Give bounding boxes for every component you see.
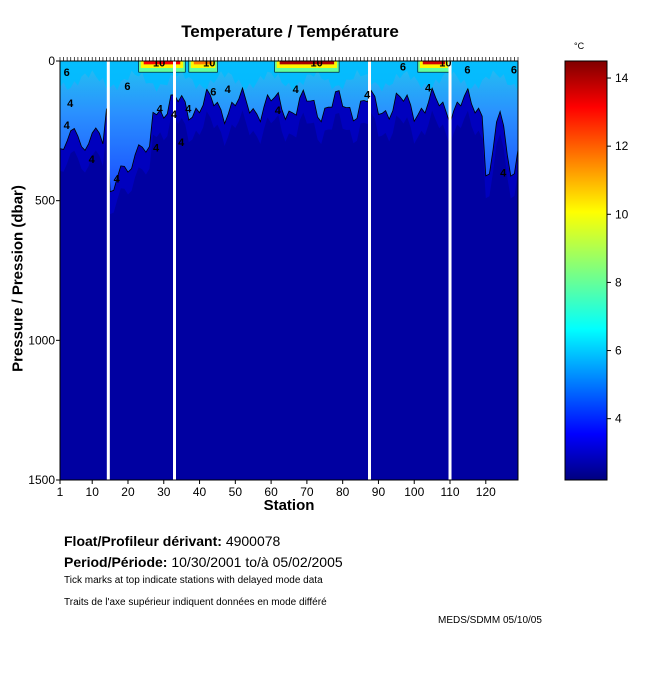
contour-label-23: 4 xyxy=(425,83,432,95)
contour-6-patch xyxy=(188,61,218,73)
x-tick-label-1: 1 xyxy=(57,485,64,499)
contour-label-16: 10 xyxy=(310,57,322,69)
y-tick-label-1000: 1000 xyxy=(28,333,55,347)
contour-label-7: 4 xyxy=(157,103,164,115)
x-tick-label-60: 60 xyxy=(264,485,278,499)
warm-patch-mid xyxy=(140,61,184,68)
x-axis-label: Station xyxy=(263,497,315,514)
contour-6-patch xyxy=(138,61,186,73)
contour-label-14: 4 xyxy=(225,84,232,96)
contour-label-18: 4 xyxy=(364,90,371,102)
contour-label-1: 4 xyxy=(67,98,74,110)
period-to: 05/02/2005 xyxy=(272,554,343,570)
contour-label-12: 10 xyxy=(203,57,215,69)
contour-6-patch xyxy=(274,61,340,73)
contour-label-6: 4 xyxy=(153,143,160,155)
data-gap-2 xyxy=(368,61,372,480)
x-tick-label-40: 40 xyxy=(193,485,207,499)
contour-label-15: 4 xyxy=(275,105,282,117)
warm-patch-mid xyxy=(276,61,338,68)
warm-patch-core xyxy=(193,61,213,65)
contour-label-2: 4 xyxy=(64,120,71,132)
contour-label-22: 6 xyxy=(511,64,517,76)
note-english: Tick marks at top indicate stations with… xyxy=(64,575,323,586)
y-tick-label-1500: 1500 xyxy=(28,473,55,487)
contour-label-5: 4 xyxy=(114,173,121,185)
period-to-label: to/à xyxy=(245,554,269,570)
contour-label-10: 4 xyxy=(185,103,192,115)
warm-patch-2 xyxy=(274,61,340,73)
x-tick-label-70: 70 xyxy=(300,485,314,499)
x-tick-label-120: 120 xyxy=(476,485,496,499)
contour-label-19: 6 xyxy=(400,62,406,74)
contour-4 xyxy=(60,86,518,193)
period-from: 10/30/2001 xyxy=(171,554,242,570)
contour-label-17: 4 xyxy=(293,84,300,96)
x-tick-label-30: 30 xyxy=(157,485,171,499)
period-label: Period/Période: xyxy=(64,554,168,570)
x-tick-label-10: 10 xyxy=(86,485,100,499)
contour-label-24: 4 xyxy=(500,168,507,180)
x-tick-label-50: 50 xyxy=(229,485,243,499)
warm-patch-1 xyxy=(188,61,218,73)
contour-label-11: 10 xyxy=(153,57,165,69)
float-label: Float/Profileur dérivant: xyxy=(64,533,222,549)
y-tick-label-0: 0 xyxy=(48,54,55,68)
contour-label-9: 4 xyxy=(178,137,185,149)
contour-label-8: 4 xyxy=(171,109,178,121)
float-info: Float/Profileur dérivant: 4900078 xyxy=(64,533,280,549)
x-tick-label-110: 110 xyxy=(440,485,459,499)
x-tick-label-90: 90 xyxy=(372,485,386,499)
colorbar-gradient xyxy=(564,60,608,481)
contour-label-4: 6 xyxy=(124,81,130,93)
warm-patch-0 xyxy=(138,61,186,73)
contour-label-21: 6 xyxy=(464,64,470,76)
x-tick-label-20: 20 xyxy=(121,485,135,499)
colorbar-unit: °C xyxy=(574,41,585,51)
warm-patch-mid xyxy=(419,61,449,68)
warm-patch-mid xyxy=(190,61,216,68)
colorbar-label-4: 4 xyxy=(615,412,622,426)
x-tick-label-100: 100 xyxy=(404,485,424,499)
data-gap-0 xyxy=(106,61,110,480)
warm-patch-core xyxy=(143,61,181,65)
colorbar: 4 6 8 10 12 14 xyxy=(564,60,629,481)
colorbar-label-10: 10 xyxy=(615,207,629,221)
contour-label-0: 6 xyxy=(64,67,70,79)
colorbar-label-6: 6 xyxy=(615,344,622,358)
colorbar-label-14: 14 xyxy=(615,71,629,85)
contour-label-13: 6 xyxy=(210,87,216,99)
note-french: Traits de l'axe supérieur indiquent donn… xyxy=(64,597,327,608)
warm-patch-core xyxy=(279,61,335,65)
chart-title: Temperature / Température xyxy=(181,22,399,41)
credit-text: MEDS/SDMM 05/10/05 xyxy=(438,615,542,626)
x-tick-label-80: 80 xyxy=(336,485,350,499)
contour-label-20: 10 xyxy=(439,57,451,69)
period-info: Period/Période: 10/30/2001 to/à 05/02/20… xyxy=(64,554,343,570)
warm-patch-core xyxy=(422,61,446,65)
float-id: 4900078 xyxy=(225,533,281,549)
data-gap-1 xyxy=(173,61,176,480)
colorbar-label-12: 12 xyxy=(615,139,629,153)
contour-label-3: 4 xyxy=(89,154,96,166)
data-gap-3 xyxy=(448,61,452,480)
y-tick-label-500: 500 xyxy=(35,194,55,208)
transition-band xyxy=(60,88,518,215)
colorbar-label-8: 8 xyxy=(615,275,622,289)
